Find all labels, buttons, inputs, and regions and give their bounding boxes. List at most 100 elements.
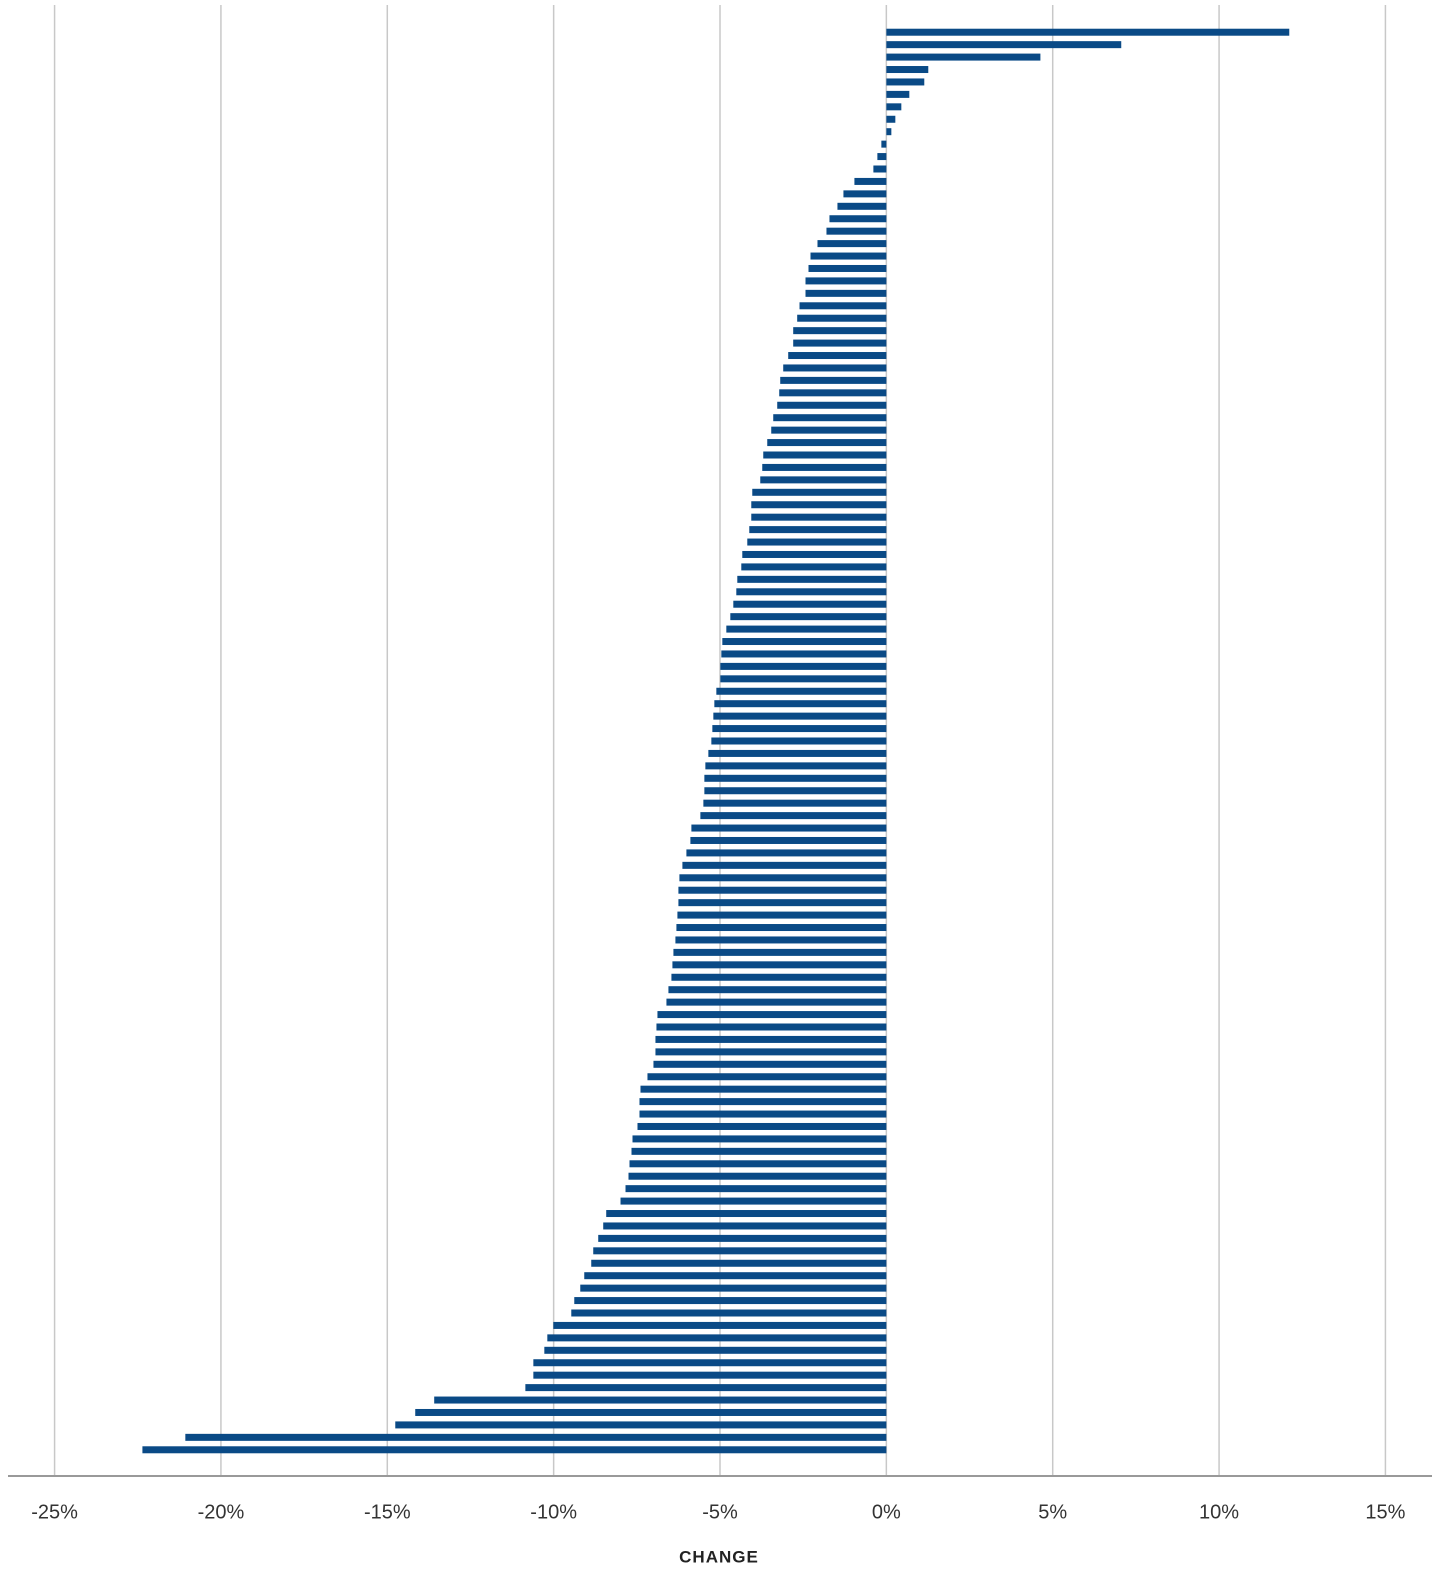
- bar: [682, 861, 887, 869]
- bar: [767, 439, 887, 447]
- bar: [763, 451, 887, 459]
- bar: [679, 874, 887, 882]
- bar: [751, 513, 887, 521]
- bar: [625, 1185, 887, 1193]
- bar: [631, 1147, 887, 1155]
- bar: [742, 550, 887, 558]
- x-tick-label: -25%: [31, 1501, 78, 1523]
- bar: [747, 538, 887, 546]
- bar: [653, 1060, 887, 1068]
- bar: [656, 1023, 887, 1031]
- bar: [751, 501, 887, 509]
- bar: [686, 849, 887, 857]
- bar: [716, 687, 887, 695]
- x-tick-label: -10%: [530, 1501, 577, 1523]
- bar: [854, 177, 887, 185]
- bar: [677, 911, 887, 919]
- bar: [805, 289, 887, 297]
- bar: [525, 1384, 887, 1392]
- bar: [640, 1085, 887, 1093]
- bar: [142, 1446, 887, 1454]
- bar: [676, 924, 887, 932]
- bar: [749, 526, 887, 534]
- bar: [547, 1334, 887, 1342]
- bar: [580, 1284, 887, 1292]
- bar: [771, 426, 887, 434]
- bar: [779, 389, 887, 397]
- bar: [826, 227, 887, 235]
- bar: [704, 774, 887, 782]
- bar: [736, 588, 887, 596]
- bar: [886, 28, 1290, 36]
- bar: [713, 712, 887, 720]
- bar: [606, 1210, 887, 1218]
- bar: [629, 1160, 887, 1168]
- bar: [185, 1433, 887, 1441]
- bar: [666, 998, 887, 1006]
- bar: [805, 277, 887, 285]
- bar: [675, 936, 887, 944]
- bar: [720, 675, 887, 683]
- bar: [690, 836, 887, 844]
- x-tick-label: -15%: [364, 1501, 411, 1523]
- bar: [817, 240, 887, 248]
- x-tick-label: -5%: [702, 1501, 738, 1523]
- bar: [797, 314, 887, 322]
- bar: [544, 1346, 887, 1354]
- bar: [632, 1135, 887, 1143]
- bar: [533, 1359, 887, 1367]
- bar: [655, 1048, 887, 1056]
- bar: [730, 613, 887, 621]
- bar: [877, 153, 887, 161]
- bar: [700, 812, 887, 820]
- x-tick-label: -20%: [198, 1501, 245, 1523]
- bar: [603, 1222, 887, 1230]
- x-tick-label: 15%: [1365, 1501, 1405, 1523]
- bar: [808, 264, 887, 272]
- bar: [434, 1396, 887, 1404]
- bar: [678, 899, 887, 907]
- bar: [714, 700, 887, 708]
- bar: [737, 575, 887, 583]
- x-tick-label: 10%: [1199, 1501, 1239, 1523]
- bar: [886, 41, 1122, 49]
- bar: [777, 401, 887, 409]
- bar: [584, 1272, 887, 1280]
- bar: [672, 961, 887, 969]
- bar: [780, 376, 887, 384]
- bar: [668, 986, 887, 994]
- bar: [712, 725, 887, 733]
- bar: [720, 662, 887, 670]
- bar: [793, 339, 887, 347]
- bar: [726, 625, 887, 633]
- bar: [873, 165, 887, 173]
- bar: [788, 352, 887, 360]
- bar: [705, 762, 887, 770]
- bar: [722, 638, 887, 646]
- bar: [628, 1172, 887, 1180]
- bar: [752, 488, 887, 496]
- bar: [741, 563, 887, 571]
- bar: [571, 1309, 887, 1317]
- bar: [574, 1297, 887, 1305]
- bar: [703, 799, 887, 807]
- bar: [655, 1035, 887, 1043]
- bar: [783, 364, 887, 372]
- bar: [886, 90, 910, 98]
- bar: [886, 78, 925, 86]
- bar: [886, 103, 902, 111]
- bar: [678, 886, 887, 894]
- bar: [593, 1247, 887, 1255]
- bar: [843, 190, 887, 198]
- bar: [657, 1011, 887, 1019]
- bar: [711, 737, 887, 745]
- bar: [721, 650, 887, 658]
- bar: [793, 327, 887, 335]
- bar: [639, 1098, 887, 1106]
- bar: [773, 414, 887, 422]
- bar: [395, 1421, 887, 1429]
- bar: [704, 787, 887, 795]
- bar: [886, 128, 892, 136]
